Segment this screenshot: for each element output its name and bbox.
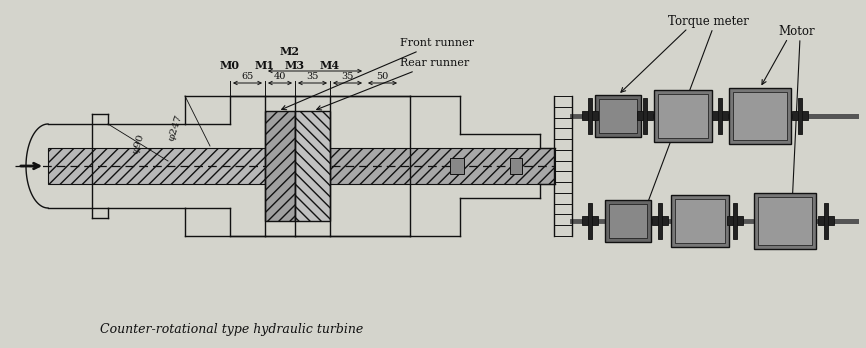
Bar <box>330 148 555 184</box>
Text: Torque meter: Torque meter <box>668 15 749 28</box>
Bar <box>637 111 653 120</box>
Text: 35: 35 <box>341 72 353 81</box>
Bar <box>658 203 662 239</box>
Text: M0: M0 <box>220 60 240 71</box>
Bar <box>582 111 598 120</box>
Bar <box>733 92 787 140</box>
Text: M1: M1 <box>255 60 275 71</box>
Bar <box>727 216 743 225</box>
Text: Rear runner: Rear runner <box>317 58 469 110</box>
Bar <box>582 216 598 225</box>
Text: 40: 40 <box>274 72 286 81</box>
Bar <box>265 111 295 221</box>
Bar <box>754 193 816 249</box>
Bar <box>654 90 712 142</box>
Bar <box>792 111 808 120</box>
Bar <box>510 158 522 174</box>
Bar <box>758 197 812 245</box>
Bar <box>729 88 791 144</box>
Bar <box>595 95 641 137</box>
Bar <box>675 199 725 243</box>
Text: M3: M3 <box>285 60 305 71</box>
Text: 65: 65 <box>242 72 254 81</box>
Bar <box>733 203 737 239</box>
Bar <box>658 94 708 138</box>
Bar <box>652 216 668 225</box>
Text: φ90: φ90 <box>131 133 145 155</box>
Text: Counter-rotational type hydraulic turbine: Counter-rotational type hydraulic turbin… <box>100 323 363 336</box>
Bar <box>599 99 637 133</box>
Bar <box>671 195 729 247</box>
Bar <box>48 148 265 184</box>
Bar <box>295 111 330 221</box>
Bar <box>818 216 834 225</box>
Bar <box>609 204 647 238</box>
Bar <box>605 200 651 242</box>
Text: Motor: Motor <box>778 25 815 38</box>
Text: Front runner: Front runner <box>281 38 474 110</box>
Text: φ247: φ247 <box>166 114 184 142</box>
Bar <box>718 98 722 134</box>
Bar <box>588 203 592 239</box>
Bar <box>643 98 647 134</box>
Text: M2: M2 <box>280 46 300 57</box>
Bar <box>824 203 828 239</box>
Text: M4: M4 <box>320 60 340 71</box>
Bar <box>588 98 592 134</box>
Bar <box>450 158 464 174</box>
Bar <box>712 111 728 120</box>
Text: 35: 35 <box>307 72 319 81</box>
Bar <box>798 98 802 134</box>
Text: 50: 50 <box>377 72 389 81</box>
